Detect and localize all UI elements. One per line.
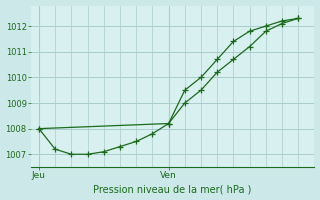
X-axis label: Pression niveau de la mer( hPa ): Pression niveau de la mer( hPa ) <box>93 184 252 194</box>
